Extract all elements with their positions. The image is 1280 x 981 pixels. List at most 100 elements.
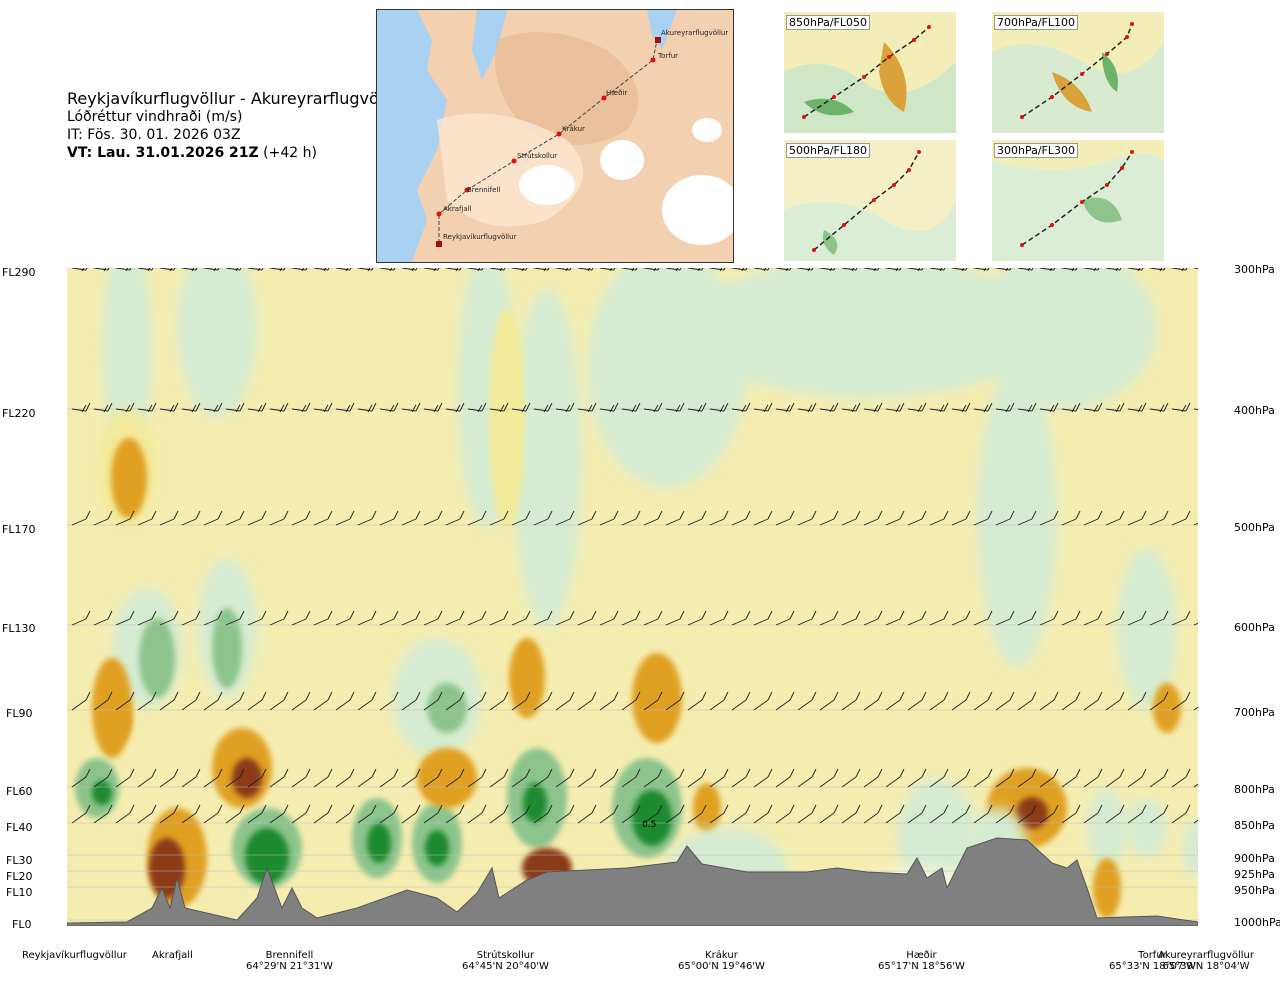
wind-barb [841, 510, 861, 526]
wind-barb [643, 510, 663, 526]
wind-barb [819, 510, 839, 526]
wind-barb [93, 768, 113, 788]
hpa-label-700: 700hPa [1234, 706, 1275, 719]
wind-barb [841, 804, 861, 824]
inset-map-500: 500hPa/FL180 [784, 140, 956, 261]
wind-barb [797, 768, 817, 788]
wind-barb [555, 768, 575, 788]
wind-barb [313, 510, 333, 526]
wind-barb [599, 268, 616, 272]
wind-barb [753, 268, 770, 272]
wind-barb [863, 268, 880, 272]
wind-barb [225, 691, 245, 711]
wind-barb [753, 768, 773, 788]
map-label-akrafjall: Akrafjall [443, 205, 472, 213]
wind-barb [93, 691, 113, 711]
wind-barb [533, 610, 553, 626]
wind-barb [291, 402, 311, 413]
wind-barb [687, 610, 707, 626]
wind-barb [687, 804, 707, 824]
wind-barb [269, 610, 289, 626]
wind-barb [885, 691, 905, 711]
valid-time-bold: VT: Lau. 31.01.2026 21Z [67, 145, 259, 161]
wind-barb [203, 402, 223, 413]
wind-barb [709, 610, 729, 626]
wind-barb [511, 691, 531, 711]
wind-barb [533, 691, 553, 711]
wind-barb [621, 610, 641, 626]
wind-barb [313, 268, 330, 272]
wind-barb [115, 268, 132, 272]
wind-barb [203, 768, 223, 788]
wind-barb [357, 691, 377, 711]
wind-barb [797, 610, 817, 626]
wind-barb [995, 510, 1015, 526]
wind-barb [115, 510, 135, 526]
wind-barb [929, 768, 949, 788]
wind-barb [137, 510, 157, 526]
waypoint-label-reykjavikurflugvollur: Reykjavíkurflugvöllur [22, 950, 127, 961]
wind-barb [1105, 691, 1125, 711]
wind-barb [621, 768, 641, 788]
wind-barb [643, 268, 660, 272]
wind-barb [71, 768, 91, 788]
wind-barb [1171, 402, 1191, 413]
wind-barb [687, 268, 704, 272]
wind-barb [269, 268, 286, 272]
wind-barb [731, 510, 751, 526]
wind-barb [467, 402, 487, 413]
wind-barb [159, 268, 176, 272]
map-label-akureyrarflugvollur: Akureyrarflugvöllur [661, 29, 728, 37]
wind-barb [599, 402, 619, 413]
wind-barb [467, 691, 487, 711]
wind-barb [731, 610, 751, 626]
wind-barb [335, 402, 355, 413]
wind-barb [137, 804, 157, 824]
inset-label-500: 500hPa/FL180 [786, 143, 871, 158]
wind-barb [489, 268, 506, 272]
inset-label-300: 300hPa/FL300 [994, 143, 1079, 158]
wind-barb [313, 610, 333, 626]
vertical-velocity-field [75, 268, 1198, 918]
wind-barb [137, 691, 157, 711]
wind-barb [533, 768, 553, 788]
waypoint-name: Akrafjall [152, 950, 193, 961]
wind-barb [577, 768, 597, 788]
wind-barb [1127, 268, 1144, 272]
wind-barb [907, 268, 924, 272]
wind-barb [1193, 783, 1198, 788]
wind-barb [973, 804, 993, 824]
wind-barb [533, 268, 550, 272]
wind-barb [1127, 804, 1147, 824]
wind-barb [1083, 510, 1103, 526]
wind-barb [467, 610, 487, 626]
chart-title: Reykjavíkurflugvöllur - Akureyrarflugvöl… [67, 89, 405, 108]
wind-barb [225, 510, 245, 526]
wind-barb [885, 510, 905, 526]
wind-barb [599, 804, 619, 824]
wind-barb [907, 510, 927, 526]
wind-barb [291, 510, 311, 526]
wind-barb [665, 402, 685, 413]
wind-barb [973, 510, 993, 526]
wind-barb [335, 804, 355, 824]
wind-barb [819, 804, 839, 824]
fl-label-40: FL40 [6, 821, 33, 834]
hpa-label-500: 500hPa [1234, 521, 1275, 534]
wind-barb [1039, 804, 1059, 824]
wind-barb [335, 768, 355, 788]
wind-barb [1149, 610, 1169, 626]
wind-barb [885, 768, 905, 788]
wind-barb [1149, 768, 1169, 788]
wind-barb [313, 804, 333, 824]
wind-barb [423, 510, 443, 526]
cross-section-plot: 0.5 [67, 268, 1198, 926]
wind-barb [1061, 691, 1081, 711]
wind-barb [841, 768, 861, 788]
wind-barb [71, 691, 91, 711]
wind-barb [775, 804, 795, 824]
wind-barb [357, 268, 374, 272]
wind-barb [115, 691, 135, 711]
velocity-contour-blob [1153, 683, 1181, 733]
wind-barb [71, 610, 91, 626]
